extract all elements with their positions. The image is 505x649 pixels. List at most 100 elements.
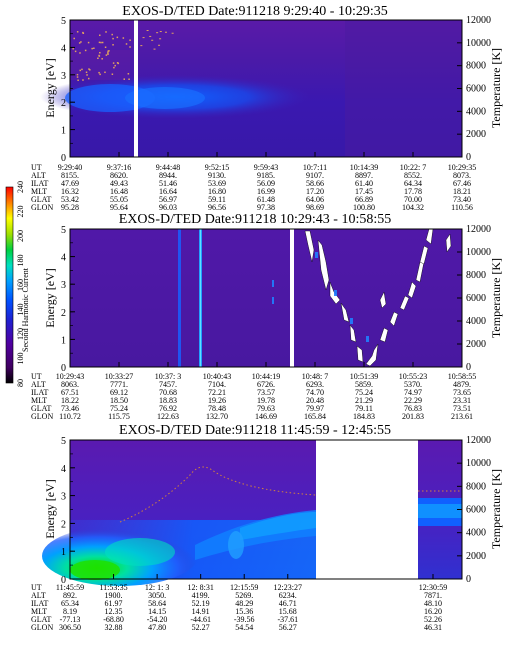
orbit-cell: 67.51 — [61, 388, 79, 397]
orbit-cell: 10:55:23 — [399, 372, 427, 381]
orbit-cell: 58.64 — [148, 599, 166, 608]
colorbar-tick: 80 — [16, 379, 25, 387]
orbit-cell: 9185. — [257, 171, 275, 180]
orbit-row-label: ILAT — [31, 179, 48, 188]
orbit-cell: 48.10 — [424, 599, 442, 608]
orbit-cell: 74.97 — [404, 388, 422, 397]
orbit-cell: 10:33:27 — [105, 372, 133, 381]
orbit-row-label: ALT — [31, 171, 46, 180]
orbit-cell: 7457. — [159, 380, 177, 389]
orbit-cell: 4879. — [453, 380, 471, 389]
y2-tick-label: 12000 — [466, 224, 491, 235]
panel-1-orbit-table: UTALTILATMLTGLATGLON9:29:408155.47.6916.… — [31, 163, 476, 212]
orbit-cell: 8552. — [404, 171, 422, 180]
y2-tick-label: 12000 — [466, 435, 491, 446]
orbit-cell: 115.75 — [108, 412, 130, 421]
orbit-cell: 10:44:19 — [252, 372, 280, 381]
orbit-cell: 11:53:35 — [99, 583, 127, 592]
orbit-cell: 110.72 — [59, 412, 81, 421]
orbit-cell: 14.91 — [192, 607, 210, 616]
orbit-cell: 73.51 — [453, 404, 471, 413]
orbit-cell: 100.80 — [353, 203, 375, 212]
orbit-cell: 16.20 — [424, 607, 442, 616]
panel-1-title: EXOS-D/TED Date:911218 9:29:40 - 10:29:3… — [122, 4, 387, 19]
y-tick-label: 4 — [61, 43, 66, 54]
orbit-cell: 201.83 — [402, 412, 424, 421]
y-tick-label: 0 — [61, 363, 66, 374]
orbit-cell: 65.34 — [61, 599, 79, 608]
orbit-cell: 17.45 — [355, 187, 373, 196]
y2-tick-label: 2000 — [466, 551, 486, 562]
orbit-cell: 19.78 — [257, 396, 275, 405]
orbit-cell: 306.50 — [59, 623, 81, 632]
panel-2-temperature-trace — [304, 228, 452, 367]
orbit-row-label: GLAT — [31, 615, 52, 624]
orbit-cell: 66.89 — [355, 195, 373, 204]
orbit-cell: 3050. — [148, 591, 166, 600]
orbit-cell: 73.65 — [453, 388, 471, 397]
orbit-row-label: GLAT — [31, 404, 52, 413]
orbit-cell: 7871. — [424, 591, 442, 600]
orbit-cell: 9:37:16 — [107, 163, 131, 172]
orbit-cell: 110.56 — [451, 203, 473, 212]
y2-tick-label: 10000 — [466, 38, 491, 49]
orbit-cell: 47.69 — [61, 179, 79, 188]
orbit-cell: 46.71 — [279, 599, 297, 608]
orbit-cell: 96.03 — [159, 203, 177, 212]
y-tick-label: 2 — [61, 308, 66, 319]
orbit-cell: 73.46 — [61, 404, 79, 413]
orbit-row-label: ALT — [31, 380, 46, 389]
orbit-cell: 56.97 — [159, 195, 177, 204]
orbit-cell: 7104. — [208, 380, 226, 389]
orbit-cell: 97.38 — [257, 203, 275, 212]
orbit-cell: 8073. — [453, 171, 471, 180]
temperature-points — [72, 30, 174, 82]
orbit-cell: 74.70 — [306, 388, 324, 397]
y2-tick-label: 10000 — [466, 458, 491, 469]
orbit-cell: 10:40:43 — [203, 372, 231, 381]
orbit-cell: 52.27 — [192, 623, 210, 632]
orbit-cell: 55.05 — [110, 195, 128, 204]
orbit-cell: 10:14:39 — [350, 163, 378, 172]
orbit-cell: 5269. — [235, 591, 253, 600]
y-tick-label: 3 — [61, 492, 66, 503]
orbit-cell: 12: 1: 3 — [145, 583, 169, 592]
orbit-cell: 10:29:35 — [448, 163, 476, 172]
orbit-cell: 9107. — [306, 171, 324, 180]
orbit-cell: 54.54 — [235, 623, 253, 632]
orbit-cell: 49.43 — [110, 179, 128, 188]
orbit-cell: 892. — [63, 591, 77, 600]
orbit-cell: 8.19 — [63, 607, 77, 616]
orbit-row-label: MLT — [31, 187, 47, 196]
panel-2-orbit-table: UTALTILATMLTGLATGLON10:29:438063.67.5118… — [31, 372, 476, 421]
orbit-cell: 17.78 — [404, 187, 422, 196]
y2-tick-label: 4000 — [466, 316, 486, 327]
orbit-cell: -37.61 — [277, 615, 298, 624]
y2-tick-label: 6000 — [466, 505, 486, 516]
orbit-cell: 78.48 — [208, 404, 226, 413]
orbit-cell: 67.46 — [453, 179, 471, 188]
panel-1: EXOS-D/TED Date:911218 9:29:40 - 10:29:3… — [31, 4, 503, 212]
panel-3-ylabel: Energy [eV] — [43, 479, 57, 538]
orbit-cell: 16.99 — [257, 187, 275, 196]
orbit-cell: 146.69 — [255, 412, 277, 421]
orbit-cell: 73.40 — [453, 195, 471, 204]
orbit-row-label: GLON — [31, 412, 53, 421]
y-tick-label: 1 — [61, 126, 66, 137]
orbit-cell: 1900. — [105, 591, 123, 600]
orbit-cell: 8155. — [61, 171, 79, 180]
y-tick-label: 4 — [61, 464, 66, 475]
orbit-cell: 12: 8:31 — [187, 583, 213, 592]
orbit-cell: 22.29 — [404, 396, 422, 405]
orbit-cell: -68.80 — [103, 615, 124, 624]
orbit-cell: 23.31 — [453, 396, 471, 405]
orbit-cell: 79.63 — [257, 404, 275, 413]
orbit-cell: 32.88 — [105, 623, 123, 632]
orbit-cell: 9:52:15 — [205, 163, 229, 172]
orbit-cell: -39.56 — [234, 615, 255, 624]
panel-1-spectrogram — [40, 20, 462, 157]
orbit-cell: 16.64 — [159, 187, 177, 196]
y2-tick-label: 8000 — [466, 270, 486, 281]
panel-3-data-gap — [316, 440, 418, 579]
